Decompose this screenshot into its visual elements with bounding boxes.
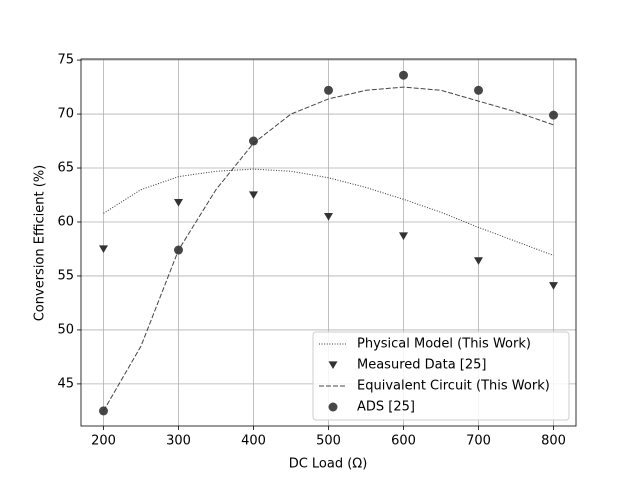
marker (324, 85, 333, 95)
marker (99, 406, 108, 416)
marker (174, 245, 183, 255)
y-tick-label: 65 (57, 161, 74, 176)
marker (249, 191, 258, 200)
y-tick-label: 70 (57, 107, 74, 122)
x-tick-label: 300 (166, 434, 191, 449)
series-line (103, 168, 554, 256)
legend-swatch (328, 361, 338, 370)
marker (324, 212, 333, 221)
marker (474, 257, 483, 265)
y-axis-label: Conversion Efficient (%) (33, 165, 48, 322)
x-tick-label: 600 (391, 434, 416, 449)
x-axis-label: DC Load (Ω) (289, 457, 368, 472)
x-tick-label: 500 (316, 434, 341, 449)
marker (249, 136, 258, 146)
x-tick-label: 700 (466, 434, 491, 449)
legend-frame (312, 331, 570, 421)
legend-label: ADS [25] (357, 400, 415, 415)
y-tick-label: 75 (57, 53, 74, 68)
legend-swatch (328, 402, 338, 412)
marker (399, 232, 408, 241)
marker (549, 282, 558, 290)
x-tick-label: 400 (241, 434, 266, 449)
plot-frame (80, 58, 577, 427)
marker (99, 245, 108, 254)
marker (549, 110, 558, 120)
marker (474, 85, 483, 95)
y-tick-label: 50 (57, 322, 74, 337)
x-tick-label: 200 (91, 434, 116, 449)
x-tick-label: 800 (541, 434, 566, 449)
legend: Physical Model (This Work) Measured Data … (312, 331, 570, 421)
legend-label: Equivalent Circuit (This Work) (357, 379, 550, 394)
y-tick-label: 55 (57, 268, 74, 283)
y-tick-label: 45 (57, 376, 74, 391)
legend-label: Measured Data [25] (357, 358, 487, 373)
marker (174, 198, 183, 207)
legend-label: Physical Model (This Work) (357, 337, 531, 352)
marker (399, 70, 408, 80)
y-tick-label: 60 (57, 214, 74, 229)
